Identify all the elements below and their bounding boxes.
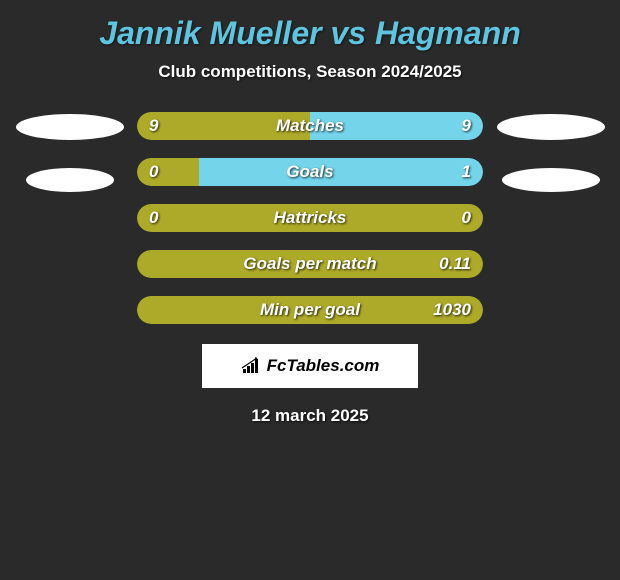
- stat-bar: Matches 9 9: [137, 112, 483, 140]
- player1-avatar-column: [12, 112, 127, 192]
- stat-bar: Hattricks 0 0: [137, 204, 483, 232]
- stat-bar: Goals per match 0.11: [137, 250, 483, 278]
- stat-value-left: 0: [149, 208, 158, 228]
- stat-value-right: 9: [462, 116, 471, 136]
- stat-value-right: 1030: [433, 300, 471, 320]
- generation-date: 12 march 2025: [0, 406, 620, 426]
- comparison-infographic: Jannik Mueller vs Hagmann Club competiti…: [0, 0, 620, 436]
- player2-avatar-column: [493, 112, 608, 192]
- player1-badge-placeholder: [26, 168, 114, 192]
- branding-text: FcTables.com: [267, 356, 380, 376]
- branding-badge: FcTables.com: [202, 344, 418, 388]
- stat-bars-column: Matches 9 9 Goals 0 1 Hattricks 0 0 Goals per mat…: [137, 112, 483, 324]
- stat-value-left: 9: [149, 116, 158, 136]
- stat-value-left: 0: [149, 162, 158, 182]
- player1-avatar-placeholder: [16, 114, 124, 140]
- stats-area: Matches 9 9 Goals 0 1 Hattricks 0 0 Goals per mat…: [0, 112, 620, 324]
- stat-label: Hattricks: [274, 208, 347, 228]
- player2-avatar-placeholder: [497, 114, 605, 140]
- stat-bar: Min per goal 1030: [137, 296, 483, 324]
- stat-label: Goals per match: [243, 254, 376, 274]
- stat-label: Min per goal: [260, 300, 360, 320]
- stat-value-right: 0: [462, 208, 471, 228]
- stat-label: Matches: [276, 116, 344, 136]
- bar-fill-right: [199, 158, 483, 186]
- chart-icon: [241, 357, 261, 375]
- player2-badge-placeholder: [502, 168, 600, 192]
- stat-value-right: 1: [462, 162, 471, 182]
- page-title: Jannik Mueller vs Hagmann: [0, 15, 620, 52]
- bar-fill-left: [137, 158, 199, 186]
- page-subtitle: Club competitions, Season 2024/2025: [0, 62, 620, 82]
- stat-label: Goals: [286, 162, 333, 182]
- stat-value-right: 0.11: [439, 254, 471, 274]
- stat-bar: Goals 0 1: [137, 158, 483, 186]
